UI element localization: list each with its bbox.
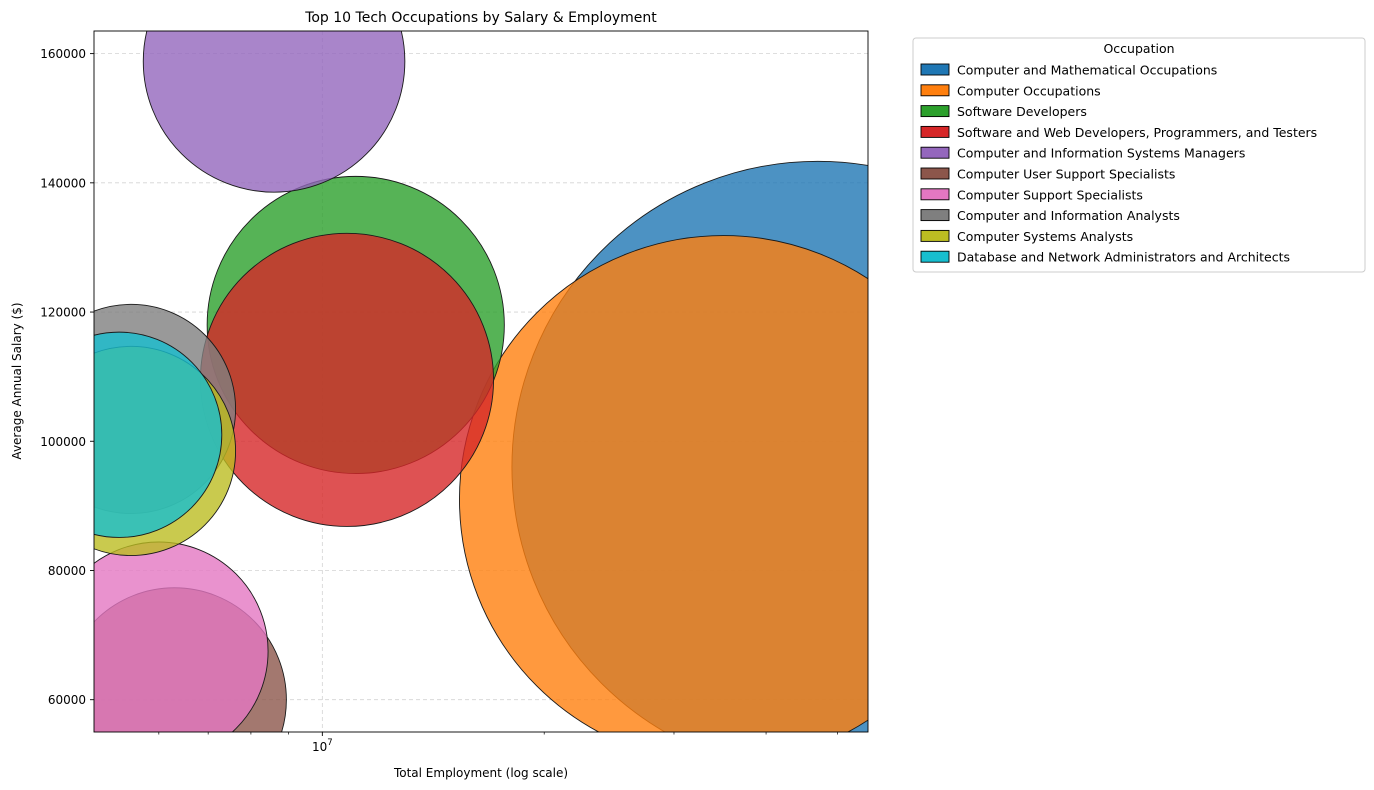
legend-label: Computer and Information Systems Manager… bbox=[957, 146, 1245, 161]
chart-title: Top 10 Tech Occupations by Salary & Empl… bbox=[304, 10, 657, 26]
y-axis-label: Average Annual Salary ($) bbox=[10, 302, 24, 459]
legend-swatch bbox=[920, 63, 950, 76]
legend-label: Computer Occupations bbox=[957, 83, 1101, 98]
bubble bbox=[94, 331, 223, 538]
x-axis-label: Total Employment (log scale) bbox=[393, 766, 568, 780]
legend-label: Software and Web Developers, Programmers… bbox=[957, 125, 1317, 140]
legend-label: Database and Network Administrators and … bbox=[957, 250, 1290, 265]
x-tick-label: 107 bbox=[312, 738, 333, 754]
y-tick-label: 120000 bbox=[40, 306, 86, 320]
bubbles bbox=[94, 31, 868, 732]
legend-swatch bbox=[920, 188, 950, 201]
legend-label: Computer Support Specialists bbox=[957, 187, 1143, 202]
legend-swatch bbox=[920, 209, 950, 222]
axes: 60000 80000 100000 120000 140000 160000 107 bbox=[40, 47, 838, 754]
legend-swatch bbox=[920, 105, 950, 118]
legend-label: Computer User Support Specialists bbox=[957, 167, 1175, 182]
legend: Occupation Computer and Mathematical Occ… bbox=[912, 37, 1366, 273]
legend-swatch bbox=[920, 84, 950, 97]
legend-swatch bbox=[920, 125, 950, 138]
bubble bbox=[459, 235, 868, 732]
legend-frame bbox=[912, 37, 1366, 273]
legend-label: Computer and Information Analysts bbox=[957, 208, 1180, 223]
legend-label: Software Developers bbox=[957, 104, 1087, 119]
legend-swatch bbox=[920, 250, 950, 263]
y-tick-label: 60000 bbox=[48, 693, 86, 707]
bubble bbox=[199, 232, 494, 527]
legend-swatch bbox=[920, 167, 950, 180]
y-tick-label: 100000 bbox=[40, 435, 86, 449]
bubble bbox=[142, 31, 406, 193]
legend-swatch bbox=[920, 229, 950, 242]
legend-swatch bbox=[920, 146, 950, 159]
legend-title: Occupation bbox=[1103, 41, 1174, 56]
legend-label: Computer Systems Analysts bbox=[957, 229, 1133, 244]
y-tick-label: 160000 bbox=[40, 47, 86, 61]
plot-frame bbox=[93, 30, 869, 733]
y-tick-label: 80000 bbox=[48, 564, 86, 578]
legend-label: Computer and Mathematical Occupations bbox=[957, 63, 1217, 78]
y-tick-label: 140000 bbox=[40, 176, 86, 190]
